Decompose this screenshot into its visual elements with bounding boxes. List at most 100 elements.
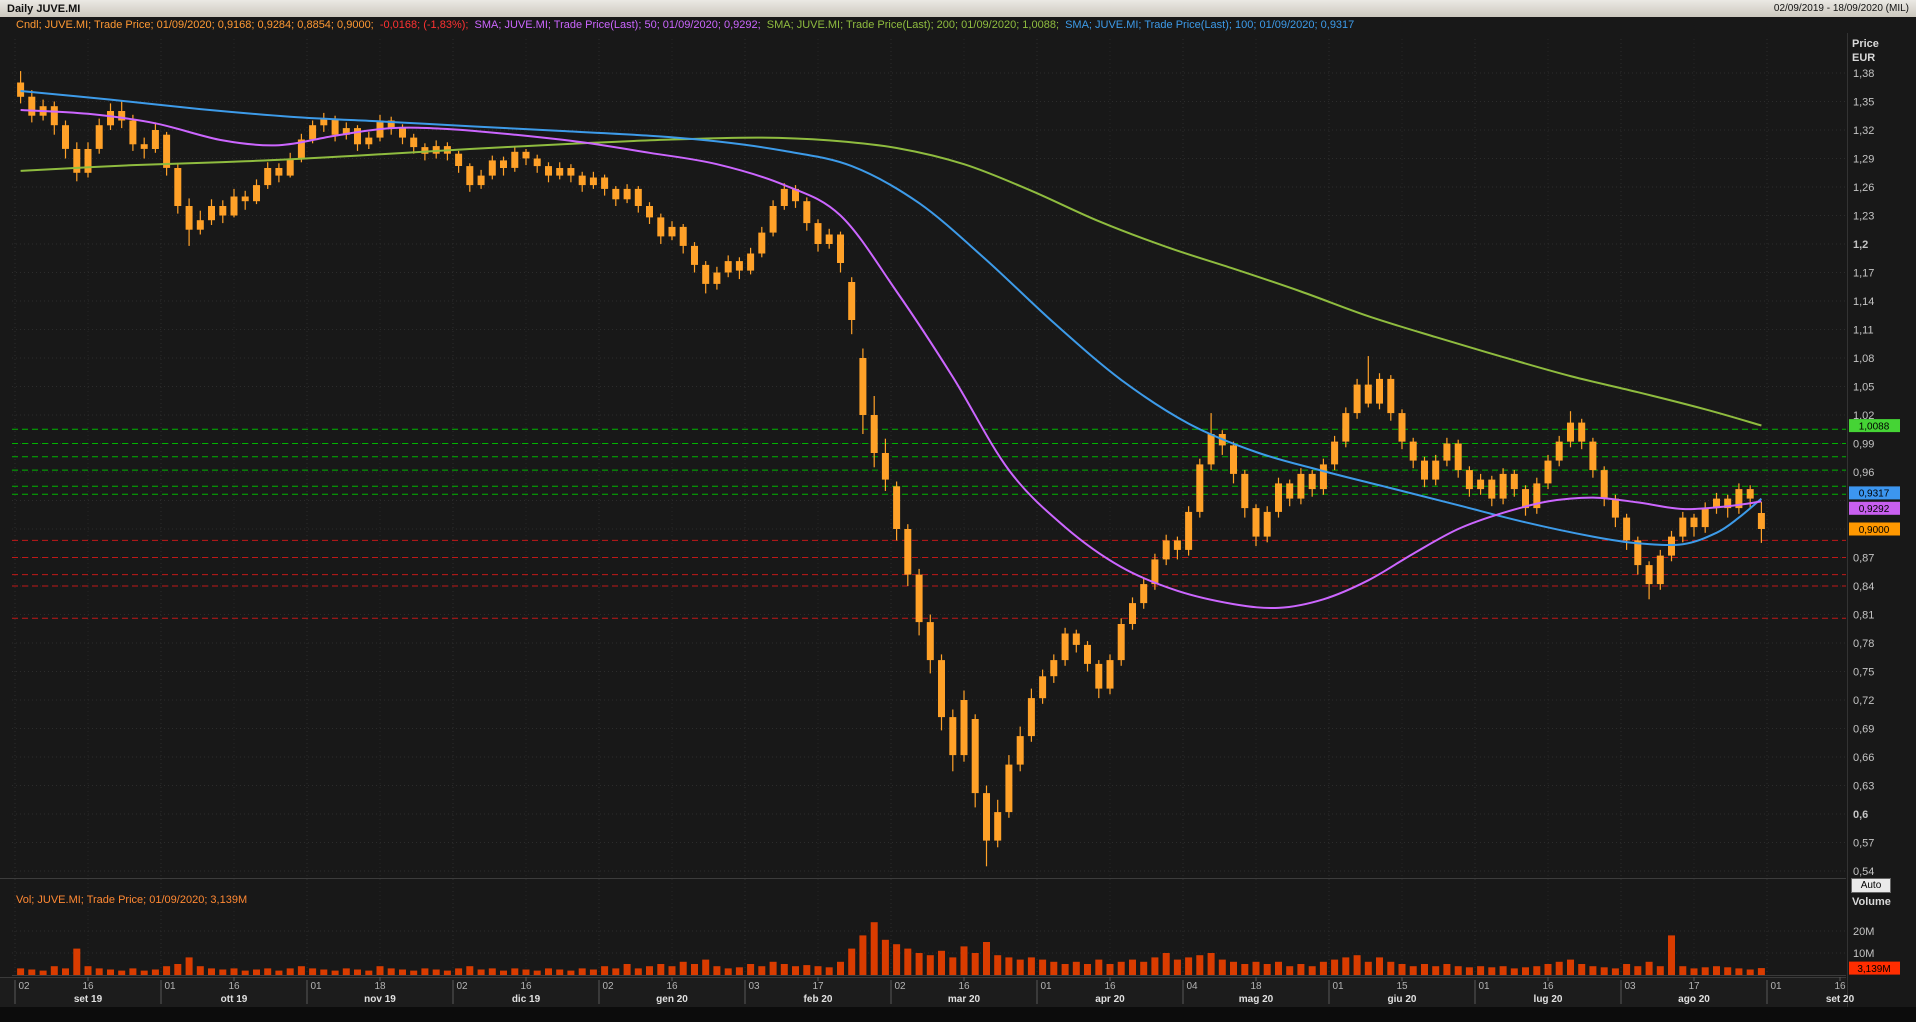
day-label: 16	[520, 981, 532, 992]
candle-body	[960, 700, 968, 756]
volume-bar	[735, 967, 743, 975]
volume-bar	[511, 968, 519, 975]
day-label: 17	[812, 981, 824, 992]
volume-bar	[275, 970, 283, 975]
day-label: 01	[1332, 981, 1344, 992]
candle-body	[747, 253, 755, 271]
volume-bar	[253, 969, 260, 975]
price-tick-label: 0,81	[1853, 610, 1874, 622]
day-label: 18	[374, 981, 386, 992]
legend-cndl: Cndl; JUVE.MI; Trade Price; 01/09/2020; …	[16, 19, 374, 31]
candle-body	[1656, 555, 1664, 585]
month-label: gen 20	[656, 994, 688, 1005]
day-label: 02	[602, 981, 614, 992]
volume-bar	[297, 966, 305, 975]
volume-bar	[1589, 966, 1597, 975]
candle-body	[668, 226, 676, 237]
volume-bar	[17, 968, 25, 975]
volume-bar	[1443, 964, 1451, 975]
candle-body	[533, 158, 541, 167]
volume-bar	[163, 966, 171, 975]
day-label: 01	[1770, 981, 1782, 992]
volume-bar	[39, 970, 47, 975]
price-tick-label: 0,69	[1853, 724, 1874, 736]
chart-legend: Cndl; JUVE.MI; Trade Price; 01/09/2020; …	[0, 17, 1916, 35]
volume-bar	[1308, 966, 1316, 975]
price-tick-label: 1,05	[1853, 382, 1874, 394]
chart-canvas[interactable]: 1,38 1,35 1,32 1,29 1,26 1,23 1,2 1,17 1,14 1,11 1…	[0, 33, 1916, 1022]
price-badge	[1849, 522, 1900, 536]
legend-sma50: SMA; JUVE.MI; Trade Price(Last); 50; 01/…	[474, 19, 761, 31]
candle-body	[151, 130, 159, 149]
volume-bar	[837, 961, 844, 975]
price-tick-label: 1,14	[1853, 296, 1874, 308]
volume-bar	[803, 965, 811, 975]
volume-bar	[1600, 967, 1608, 975]
month-label: giu 20	[1388, 994, 1417, 1005]
candle-body	[185, 206, 193, 230]
candle-body	[1757, 513, 1765, 529]
candle-body	[1522, 489, 1529, 509]
price-tick-label: 0,66	[1853, 752, 1874, 764]
volume-bar	[1005, 957, 1013, 975]
sma-200-line	[20, 136, 1762, 427]
price-tick-label: 1,29	[1853, 154, 1874, 166]
candle-body	[174, 168, 182, 206]
volume-bar	[466, 966, 474, 975]
volume-bar	[1465, 967, 1473, 975]
candle-body	[1050, 660, 1058, 677]
volume-bar	[1095, 959, 1103, 975]
volume-bar	[421, 968, 429, 975]
candle-body	[848, 282, 856, 320]
volume-bar	[589, 969, 597, 975]
day-label: 16	[1104, 981, 1116, 992]
candle-body	[1409, 441, 1417, 461]
volume-bar	[938, 950, 945, 975]
volume-bar	[792, 966, 799, 975]
candle-body	[1421, 460, 1428, 480]
day-label: 16	[958, 981, 970, 992]
candlestick-series	[17, 71, 1765, 867]
auto-scale-button[interactable]: Auto	[1851, 878, 1891, 893]
price-axis[interactable]: 1,38 1,35 1,32 1,29 1,26 1,23 1,2 1,17 1,14 1,11 1…	[1849, 68, 1900, 878]
volume-bar	[1084, 964, 1091, 975]
candle-body	[545, 166, 552, 176]
volume-bar	[1218, 959, 1226, 975]
volume-bar	[1499, 966, 1507, 975]
volume-bar	[679, 961, 687, 975]
volume-bar	[1578, 964, 1586, 975]
candle-body	[1668, 536, 1675, 556]
volume-bar	[1757, 968, 1765, 975]
candle-body	[1207, 434, 1215, 465]
time-axis[interactable]: 02 16 set 19 01 16 ott 19 01 18 nov 19 02 16 dic 19…	[14, 977, 1855, 1005]
candle-body	[1690, 517, 1698, 528]
sma-lines	[20, 90, 1763, 610]
price-badge	[1849, 501, 1900, 515]
volume-bar	[1331, 959, 1339, 975]
volume-bar	[533, 970, 541, 975]
chart-background	[0, 33, 1916, 1022]
day-label: 01	[1040, 981, 1052, 992]
candle-body	[859, 358, 867, 415]
candle-body	[1252, 508, 1260, 537]
volume-bar	[455, 968, 463, 975]
candle-body	[994, 812, 1002, 841]
candle-body	[230, 196, 238, 216]
volume-axis[interactable]: 20M 10M 3,139M	[1849, 926, 1900, 975]
candle-body	[1005, 764, 1013, 813]
candle-body	[1331, 441, 1339, 465]
candle-body	[1106, 660, 1114, 689]
volume-bar	[994, 955, 1002, 975]
candle-body	[1454, 443, 1462, 471]
volume-bar	[1488, 967, 1496, 975]
candle-body	[1398, 413, 1406, 442]
candle-body	[1499, 473, 1507, 499]
volume-bar	[1679, 966, 1687, 975]
volume-bar	[1656, 966, 1664, 975]
volume-bar	[286, 968, 294, 975]
candle-body	[399, 128, 406, 138]
day-label: 16	[666, 981, 678, 992]
month-label: nov 19	[364, 994, 396, 1005]
price-tick-label: 0,54	[1853, 866, 1874, 878]
candle-body	[275, 168, 283, 176]
